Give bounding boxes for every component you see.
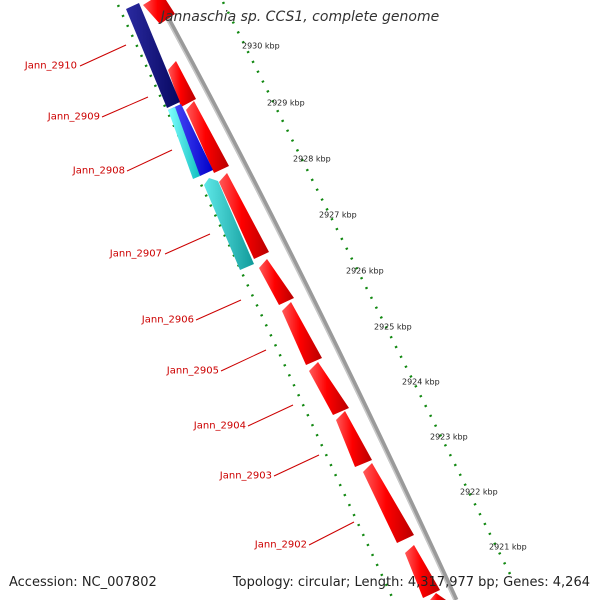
- scale-tick-label: 2928 kbp: [293, 154, 331, 164]
- forward-gene[interactable]: [282, 302, 322, 365]
- reverse-gene-jann-2907[interactable]: [204, 178, 254, 270]
- gene-label-jann-2903[interactable]: Jann_2903: [219, 470, 272, 482]
- gene-label-jann-2908[interactable]: Jann_2908: [72, 165, 125, 177]
- reverse-gene-jann-2908-cyan[interactable]: [168, 107, 200, 179]
- forward-gene[interactable]: [219, 173, 269, 259]
- scale-tick-label: 2923 kbp: [430, 432, 468, 442]
- forward-genes: [143, 0, 446, 600]
- genome-backbone-highlight: [155, 0, 455, 600]
- genome-title: Jannaschia sp. CCS1, complete genome: [160, 9, 440, 25]
- topology-text: Topology: circular; Length: 4,317,977 bp…: [232, 575, 590, 590]
- forward-gene[interactable]: [430, 593, 446, 600]
- scale-tick-label: 2927 kbp: [319, 210, 357, 220]
- inner-reverse-track: [116, 4, 394, 598]
- reverse-genes: [126, 3, 254, 270]
- scale-tick-label: 2924 kbp: [402, 377, 440, 387]
- gene-label-jann-2909[interactable]: Jann_2909: [47, 111, 100, 123]
- scale-tick-label: 2921 kbp: [489, 542, 527, 552]
- forward-gene[interactable]: [259, 259, 294, 305]
- gene-label-jann-2902[interactable]: Jann_2902: [254, 539, 307, 551]
- scale-tick-label: 2922 kbp: [460, 487, 498, 497]
- accession-text: Accession: NC_007802: [9, 575, 157, 590]
- genome-backbone: [155, 0, 459, 600]
- gene-label-jann-2904[interactable]: Jann_2904: [193, 420, 246, 432]
- gene-label-jann-2906[interactable]: Jann_2906: [141, 314, 194, 326]
- forward-gene[interactable]: [143, 0, 175, 24]
- scale-tick-label: 2930 kbp: [242, 41, 280, 51]
- gene-label-connectors: [79, 44, 355, 546]
- forward-gene[interactable]: [336, 411, 372, 467]
- scale-tick-label: 2929 kbp: [267, 98, 305, 108]
- forward-gene[interactable]: [186, 101, 229, 173]
- gene-label-jann-2910[interactable]: Jann_2910: [24, 60, 77, 72]
- forward-gene[interactable]: [168, 61, 196, 107]
- scale-tick-label: 2926 kbp: [346, 266, 384, 276]
- gene-label-jann-2905[interactable]: Jann_2905: [166, 365, 219, 377]
- forward-gene[interactable]: [309, 362, 349, 415]
- forward-gene[interactable]: [405, 545, 440, 598]
- gene-label-jann-2907[interactable]: Jann_2907: [109, 248, 162, 260]
- reverse-gene-jann-2910[interactable]: [126, 3, 180, 108]
- scale-tick-label: 2925 kbp: [374, 322, 412, 332]
- forward-gene[interactable]: [363, 463, 414, 543]
